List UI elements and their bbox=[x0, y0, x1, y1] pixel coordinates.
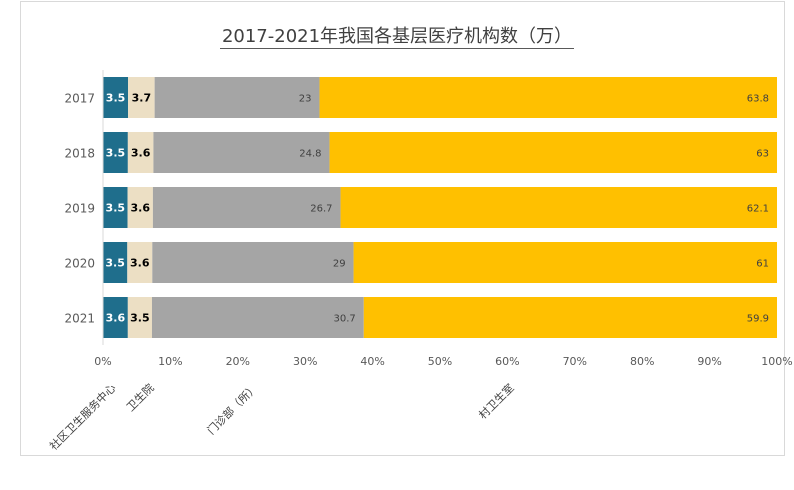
x-axis-ticks: 0% 10% 20% 30% 40% 50% 60% 70% 80% 90% 100% bbox=[94, 355, 792, 368]
y-tick-label-2020: 2020 bbox=[64, 257, 95, 271]
chart-title-text: 2017-2021年我国各基层医疗机构数（万） bbox=[219, 26, 575, 49]
bar-segment-2018-s1 bbox=[127, 132, 154, 173]
data-label-2021-s0: 3.6 bbox=[106, 312, 126, 325]
x-tick-label-4: 40% bbox=[360, 355, 384, 368]
data-label-2017-s3: 63.8 bbox=[747, 94, 769, 105]
bar-segment-2020-s3 bbox=[353, 242, 777, 283]
bar-segment-2018-s3 bbox=[329, 132, 777, 173]
x-tick-label-1: 10% bbox=[158, 355, 182, 368]
bar-segment-2021-s3 bbox=[363, 297, 777, 338]
bars-layer bbox=[103, 77, 777, 338]
data-label-2020-s2: 29 bbox=[333, 259, 346, 270]
bar-segment-2021-s0 bbox=[103, 297, 128, 338]
bar-segment-2019-s3 bbox=[340, 187, 777, 228]
data-label-2020-s0: 3.5 bbox=[105, 257, 125, 270]
chart-title: 2017-2021年我国各基层医疗机构数（万） bbox=[0, 22, 794, 49]
bar-segment-2019-s1 bbox=[127, 187, 153, 228]
x-tick-label-5: 50% bbox=[428, 355, 452, 368]
data-label-2019-s0: 3.5 bbox=[106, 202, 126, 215]
data-label-2021-s1: 3.5 bbox=[130, 312, 150, 325]
bar-segment-2018-s2 bbox=[153, 132, 330, 173]
x-tick-label-7: 70% bbox=[563, 355, 587, 368]
data-label-2019-s1: 3.6 bbox=[130, 202, 150, 215]
x-tick-label-8: 80% bbox=[630, 355, 654, 368]
data-label-2020-s1: 3.6 bbox=[130, 257, 150, 270]
data-label-2018-s3: 63 bbox=[756, 149, 769, 160]
x-tick-label-6: 60% bbox=[495, 355, 519, 368]
data-label-2017-s0: 3.5 bbox=[106, 92, 126, 105]
data-label-2018-s0: 3.5 bbox=[106, 147, 126, 160]
bar-segment-2019-s0 bbox=[103, 187, 128, 228]
x-tick-label-3: 30% bbox=[293, 355, 317, 368]
bar-segment-2017-s1 bbox=[128, 77, 155, 118]
data-label-2019-s3: 62.1 bbox=[747, 204, 769, 215]
bar-segment-2018-s0 bbox=[103, 132, 128, 173]
data-label-2018-s1: 3.6 bbox=[131, 147, 151, 160]
data-label-2021-s2: 30.7 bbox=[334, 314, 356, 325]
x-tick-label-9: 90% bbox=[697, 355, 721, 368]
y-tick-label-2018: 2018 bbox=[64, 147, 95, 161]
y-tick-label-2017: 2017 bbox=[64, 92, 95, 106]
data-label-2020-s3: 61 bbox=[756, 259, 769, 270]
bar-segment-2021-s2 bbox=[151, 297, 364, 338]
bar-segment-2019-s2 bbox=[152, 187, 341, 228]
bar-segment-2021-s1 bbox=[127, 297, 152, 338]
y-axis-ticks: 2017 2018 2019 2020 2021 bbox=[64, 70, 104, 345]
chart-frame bbox=[20, 1, 785, 456]
bar-segment-2020-s0 bbox=[103, 242, 128, 283]
y-tick-label-2021: 2021 bbox=[64, 312, 95, 326]
bar-segment-2020-s2 bbox=[152, 242, 354, 283]
data-label-2021-s3: 59.9 bbox=[747, 314, 769, 325]
data-label-2019-s2: 26.7 bbox=[310, 204, 332, 215]
y-tick-label-2019: 2019 bbox=[64, 202, 95, 216]
bar-segment-2017-s2 bbox=[154, 77, 320, 118]
x-tick-label-2: 20% bbox=[226, 355, 250, 368]
data-label-2018-s2: 24.8 bbox=[299, 149, 321, 160]
bar-segment-2017-s3 bbox=[319, 77, 777, 118]
bar-segment-2020-s1 bbox=[127, 242, 153, 283]
x-tick-label-10: 100% bbox=[761, 355, 792, 368]
data-label-2017-s1: 3.7 bbox=[132, 92, 152, 105]
bar-segment-2017-s0 bbox=[103, 77, 129, 118]
data-labels-layer: 3.5 3.7 23 63.8 3.5 3.6 24.8 63 3.5 3.6 26.7 62.1 3.… bbox=[105, 92, 769, 325]
data-label-2017-s2: 23 bbox=[299, 94, 312, 105]
x-tick-label-0: 0% bbox=[94, 355, 111, 368]
